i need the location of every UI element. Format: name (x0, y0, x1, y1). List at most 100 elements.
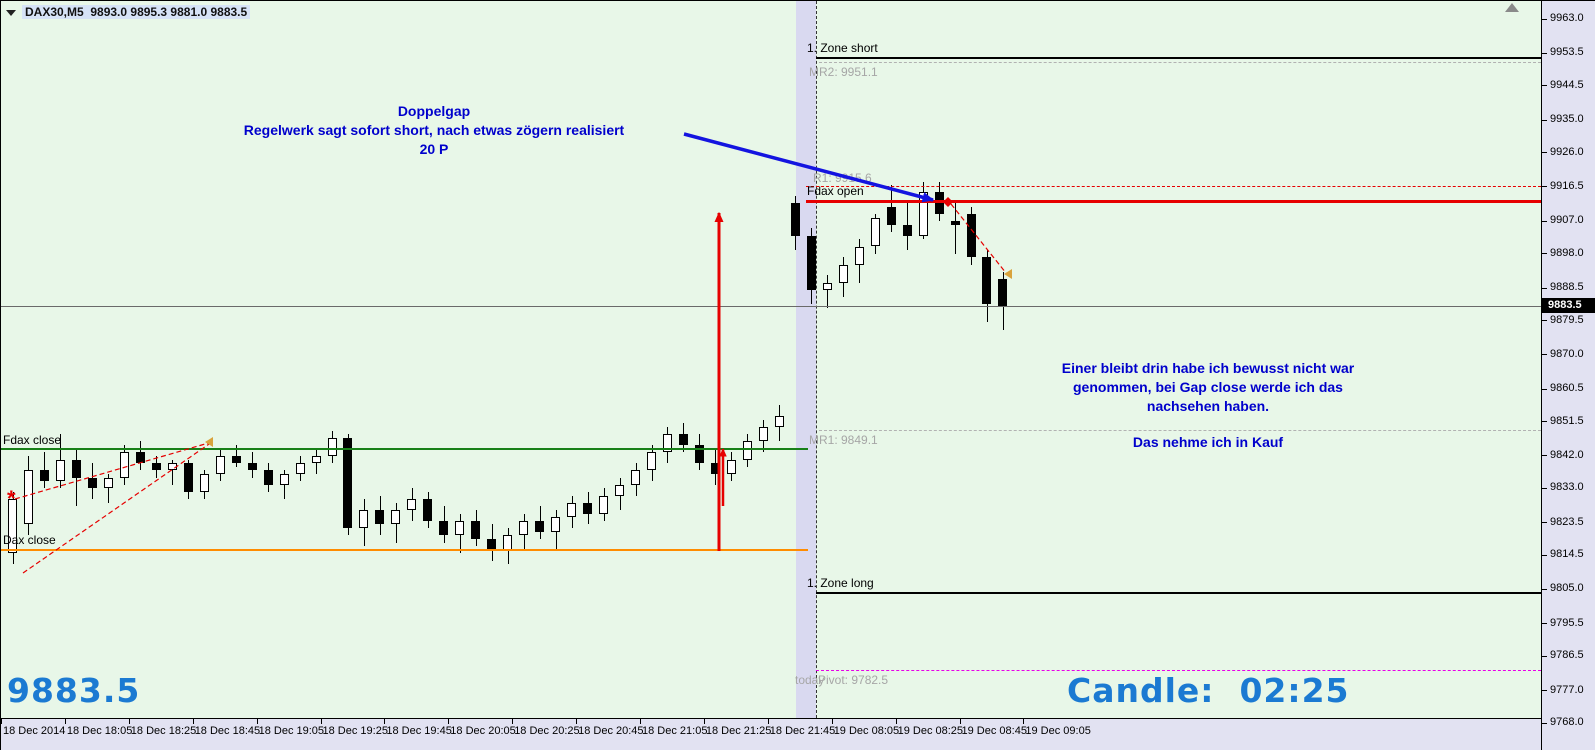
candle (151, 463, 161, 471)
annotation-line: Regelwerk sagt sofort short, nach etwas … (243, 122, 625, 138)
extra-line-label: today (795, 672, 825, 687)
mr2-line-label: MR2: 9951.1 (809, 65, 878, 79)
price-tick-label: 9926.0 (1550, 145, 1584, 158)
candle (535, 520, 545, 532)
time-tick-label: 18 Dec 18:05 (66, 725, 133, 737)
candle (119, 452, 129, 478)
candle (71, 459, 81, 478)
price-tick-label: 9777.0 (1550, 683, 1584, 696)
symbol-dropdown-icon[interactable] (6, 9, 16, 16)
time-tick-label: 18 Dec 18:25 (130, 725, 197, 737)
candle (359, 510, 369, 529)
price-tick-mark (1542, 320, 1547, 321)
candle (631, 470, 641, 485)
time-tick-mark (128, 719, 130, 724)
time-tick-label: 18 Dec 20:45 (578, 725, 644, 737)
time-tick-label: 19 Dec 08:25 (897, 725, 964, 737)
candle (742, 441, 752, 460)
candle (8, 499, 17, 554)
candle (311, 455, 321, 464)
candle (806, 235, 816, 290)
time-tick-label: 19 Dec 08:05 (833, 725, 900, 737)
price-tick-mark (1542, 18, 1547, 20)
fdax-close-line[interactable] (1, 447, 808, 450)
current-price-line[interactable] (1, 305, 1541, 307)
candle (599, 495, 609, 514)
price-tick-label: 9944.5 (1550, 78, 1584, 91)
price-tick-label: 9860.5 (1550, 382, 1584, 395)
price-tick-mark (1542, 655, 1547, 657)
candle (503, 535, 513, 550)
time-tick-label: 18 Dec 21:05 (642, 725, 708, 737)
candle (231, 455, 241, 464)
price-tick-label: 9870.0 (1550, 347, 1584, 360)
price-tick-mark (1542, 522, 1547, 524)
time-tick-mark (895, 719, 897, 724)
price-tick-mark (1542, 119, 1547, 121)
r1-line-label: R1: 9915.6 (813, 170, 872, 185)
time-tick-label: 18 Dec 2014 (3, 725, 66, 737)
candle (407, 499, 417, 511)
price-tick-label: 9888.5 (1550, 281, 1584, 294)
time-tick-mark (1, 719, 2, 724)
time-tick-label: 18 Dec 19:45 (386, 725, 452, 737)
candle (87, 477, 97, 489)
annotation-line: genommen, bei Gap close werde ich das (1073, 379, 1343, 395)
mr1-line-label: MR1: 9849.1 (809, 433, 878, 448)
candle (694, 445, 704, 464)
price-tick-mark (1542, 253, 1547, 255)
price-tick-mark (1542, 220, 1547, 222)
candle (279, 473, 289, 485)
price-tick-mark (1542, 152, 1547, 154)
mr2-line[interactable] (819, 61, 1541, 63)
chart-title: DAX30,M5 9893.0 9895.3 9881.0 9883.5 (6, 5, 251, 19)
price-tick-label: 9953.5 (1550, 46, 1584, 59)
candle (966, 214, 976, 258)
zone-long-line[interactable] (816, 592, 1541, 595)
price-axis[interactable]: 9963.0 9953.5 9944.5 9935.0 9926.0 9916.5 9907… (1542, 1, 1595, 750)
pivot-line[interactable] (816, 670, 1541, 672)
price-tick-mark (1542, 487, 1547, 489)
annotation-doppelgap: Doppelgap Regelwerk sagt sofort short, na… (244, 102, 624, 159)
r1-line[interactable] (806, 186, 1541, 188)
zone-short-line[interactable] (816, 56, 1541, 59)
price-tick-label: 9907.0 (1550, 214, 1584, 227)
price-tick-mark (1542, 52, 1547, 54)
triangle-left-marker (1004, 269, 1012, 279)
price-tick-label: 9842.0 (1550, 448, 1584, 461)
candle (215, 455, 225, 474)
price-tick-mark (1542, 287, 1547, 289)
pivot-line-label: Pivot: 9782.5 (818, 672, 889, 687)
annotation-line: 20 P (419, 141, 449, 157)
mr1-line[interactable] (819, 429, 1541, 431)
chart-scroll-up-icon[interactable] (1505, 3, 1519, 12)
time-tick-mark (256, 719, 258, 724)
time-axis[interactable]: 18 Dec 2014 18 Dec 18:05 18 Dec 18:25 18 De… (1, 719, 1541, 750)
candle (519, 520, 529, 536)
candle (455, 520, 465, 536)
zone-short-line-label: 1. Zone short (807, 40, 878, 55)
candle (662, 434, 672, 453)
price-tick-label: 9935.0 (1550, 113, 1584, 126)
time-tick-mark (959, 719, 961, 724)
fdax-open-line[interactable] (806, 199, 1541, 203)
time-tick-mark (384, 719, 386, 724)
trend-up-2 (22, 441, 213, 574)
fdax-close-line-label: Fdax close (3, 432, 62, 447)
candle (167, 463, 177, 471)
day-separator-line (816, 1, 817, 718)
price-tick-mark (1542, 623, 1547, 625)
price-tick-mark (1542, 722, 1547, 724)
dax-close-line[interactable] (1, 548, 808, 551)
annotation-line: Einer bleibt drin habe ich bewusst nicht… (1061, 360, 1355, 376)
candle (998, 278, 1008, 307)
time-tick-mark (320, 719, 322, 724)
candle (790, 203, 800, 236)
candle (199, 473, 209, 492)
chart-area[interactable]: DAX30,M5 9893.0 9895.3 9881.0 9883.5 Dop… (1, 1, 1541, 718)
candle-wick (284, 470, 286, 500)
time-tick-label: 19 Dec 08:45 (961, 725, 1027, 737)
candle (854, 246, 864, 265)
time-tick-label: 18 Dec 20:05 (450, 725, 516, 737)
